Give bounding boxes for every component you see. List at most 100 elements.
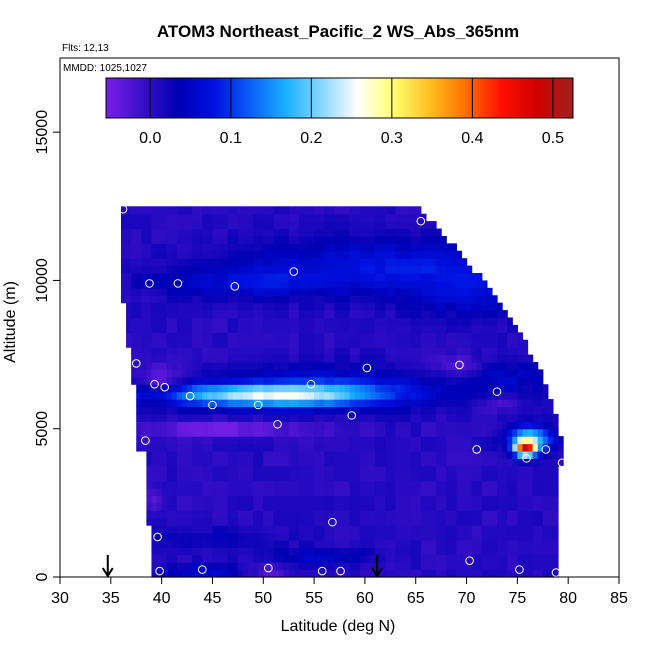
heatmap-cell <box>258 213 264 222</box>
heatmap-cell <box>232 361 239 370</box>
heatmap-cell <box>481 465 488 474</box>
sample-point <box>551 568 561 577</box>
heatmap-cell <box>298 510 305 519</box>
heatmap-cell <box>466 465 473 474</box>
heatmap-cell <box>192 235 198 244</box>
heatmap-cell <box>288 525 295 534</box>
heatmap-cell <box>298 384 305 393</box>
heatmap-cell <box>491 539 498 548</box>
heatmap-cell <box>405 502 412 511</box>
heatmap-cell <box>451 473 457 482</box>
heatmap-cell <box>288 428 295 437</box>
heatmap-cell <box>471 376 478 385</box>
heatmap-cell <box>207 361 214 370</box>
heatmap-cell <box>187 450 193 459</box>
heatmap-cell <box>390 443 396 452</box>
heatmap-cell <box>227 354 234 363</box>
heatmap-cell <box>451 458 457 467</box>
heatmap-cell <box>405 280 412 289</box>
heatmap-cell <box>461 361 468 370</box>
heatmap-cell <box>425 332 432 341</box>
heatmap-cell <box>481 488 488 497</box>
heatmap-cell <box>232 317 239 326</box>
heatmap-cell <box>451 369 457 378</box>
heatmap-cell <box>166 517 173 526</box>
heatmap-cell <box>146 369 153 378</box>
heatmap-cell <box>385 376 391 385</box>
heatmap-cell <box>410 406 417 415</box>
heatmap-cell <box>303 235 310 244</box>
heatmap-cell <box>146 406 153 415</box>
heatmap-cell <box>253 369 259 378</box>
heatmap-cell <box>461 465 468 474</box>
heatmap-cell <box>349 532 356 541</box>
heatmap-cell <box>288 488 295 497</box>
heatmap-cell <box>537 473 544 482</box>
heatmap-cell <box>227 569 234 578</box>
heatmap-cell <box>268 332 275 341</box>
heatmap-cell <box>288 369 295 378</box>
heatmap-cell <box>146 265 153 274</box>
heatmap-cell <box>324 221 330 230</box>
heatmap-cell <box>314 428 320 437</box>
heatmap-cell <box>232 480 239 489</box>
heatmap-cell <box>253 569 259 578</box>
heatmap-cell <box>298 436 305 445</box>
heatmap-cell <box>400 280 407 289</box>
heatmap-cell <box>420 399 427 408</box>
heatmap-cell <box>456 562 463 571</box>
heatmap-cell <box>187 384 193 393</box>
heatmap-cell <box>410 510 417 519</box>
heatmap-cell <box>395 213 402 222</box>
heatmap-cell <box>303 354 310 363</box>
heatmap-cell <box>425 510 432 519</box>
heatmap-cell <box>507 369 513 378</box>
heatmap-cell <box>359 473 366 482</box>
heatmap-cell <box>151 391 158 400</box>
heatmap-cell <box>156 310 163 319</box>
heatmap-cell <box>481 369 488 378</box>
heatmap-cell <box>359 480 366 489</box>
heatmap-cell <box>527 421 534 430</box>
heatmap-cell <box>527 450 534 459</box>
heatmap-cell <box>349 280 356 289</box>
heatmap-cell <box>212 324 219 333</box>
heatmap-cell <box>461 510 468 519</box>
heatmap-cell <box>181 324 188 333</box>
heatmap-cell <box>507 399 513 408</box>
heatmap-cell <box>441 539 447 548</box>
heatmap-cell <box>293 206 300 215</box>
heatmap-cell <box>314 488 320 497</box>
heatmap-cell <box>461 384 468 393</box>
heatmap-cell <box>202 502 208 511</box>
heatmap-cell <box>395 228 402 237</box>
heatmap-cell <box>354 280 361 289</box>
heatmap-cell <box>471 517 478 526</box>
heatmap-cell <box>202 384 208 393</box>
heatmap-cell <box>380 525 386 534</box>
heatmap-cell <box>242 273 249 282</box>
heatmap-cell <box>507 539 513 548</box>
heatmap-cell <box>334 295 341 304</box>
heatmap-cell <box>192 502 198 511</box>
heatmap-cell <box>400 562 407 571</box>
heatmap-cell <box>217 332 224 341</box>
heatmap-cell <box>156 421 163 430</box>
heatmap-cell <box>334 250 341 259</box>
x-tick-label: 85 <box>610 590 628 607</box>
heatmap-cell <box>146 347 153 356</box>
heatmap-cell <box>436 235 442 244</box>
heatmap-cell <box>395 465 402 474</box>
heatmap-cell <box>344 287 351 296</box>
heatmap-cell <box>390 295 396 304</box>
heatmap-cell <box>420 354 427 363</box>
heatmap-cell <box>187 525 193 534</box>
heatmap-cell <box>466 473 473 482</box>
heatmap-cell <box>390 473 396 482</box>
heatmap-cell <box>425 458 432 467</box>
heatmap-cell <box>176 250 183 259</box>
heatmap-cell <box>410 413 417 422</box>
heatmap-cell <box>430 443 437 452</box>
heatmap-cell <box>187 569 193 578</box>
heatmap-cell <box>187 391 193 400</box>
